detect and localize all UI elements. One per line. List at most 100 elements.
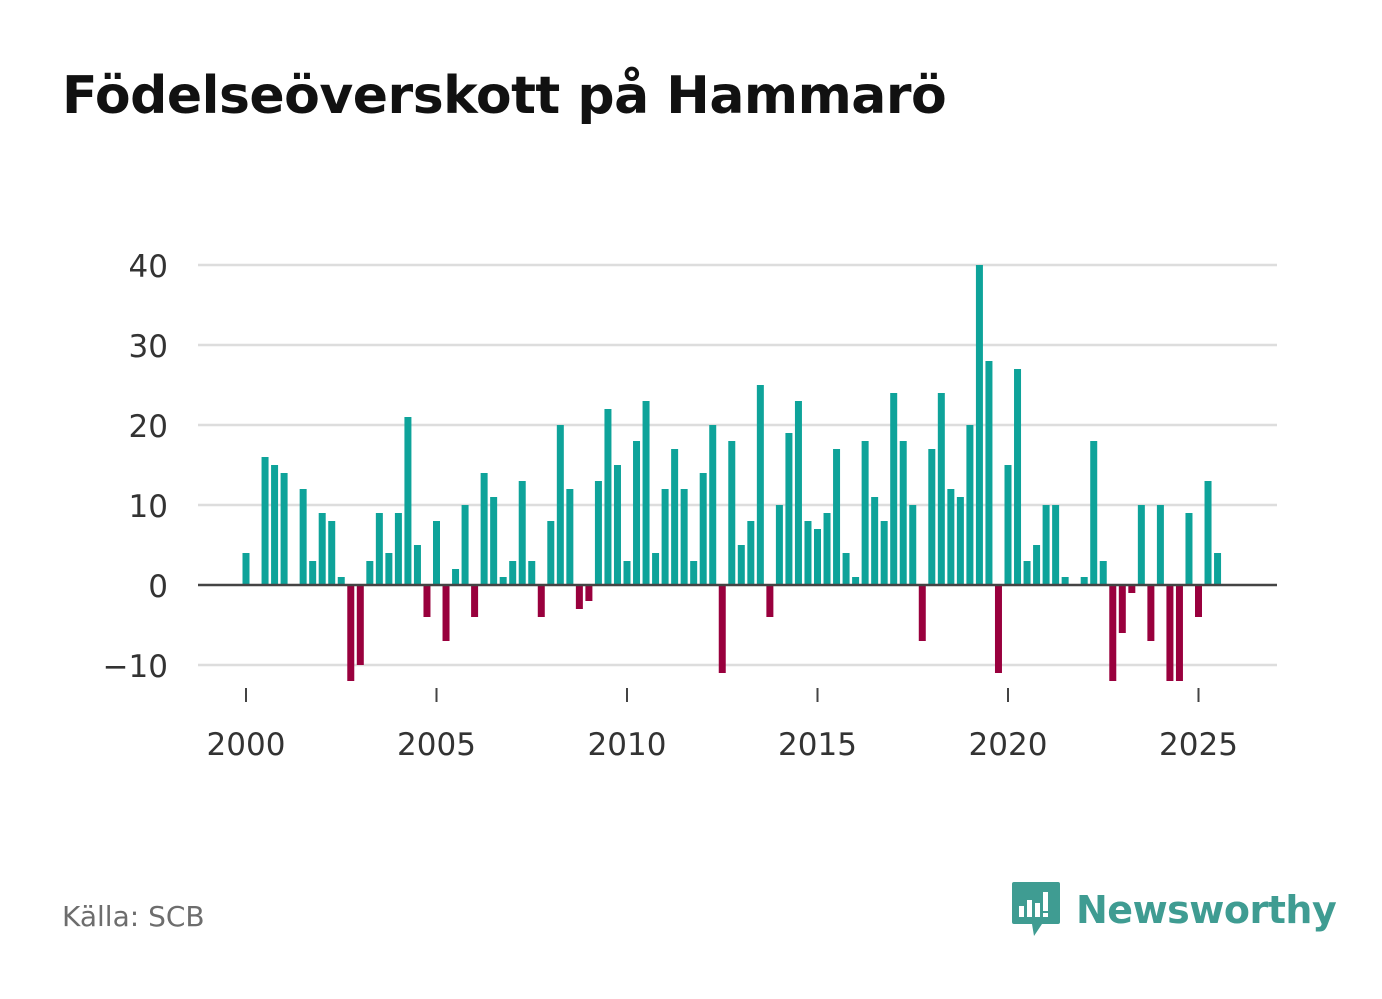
bar: [1185, 513, 1193, 585]
bar: [452, 569, 460, 585]
bar: [442, 585, 450, 641]
bar: [842, 553, 850, 585]
bar: [718, 585, 726, 673]
y-tick-label: 30: [129, 329, 168, 365]
bar: [271, 465, 279, 585]
bar: [366, 561, 374, 585]
bar: [261, 457, 269, 585]
y-axis-ticks: −10 0 10 20 30 40: [103, 249, 168, 685]
x-tick-label: 2010: [588, 727, 667, 763]
bar: [594, 481, 602, 585]
bar: [861, 441, 869, 585]
bar: [994, 585, 1002, 673]
bar: [823, 513, 831, 585]
bar: [833, 449, 841, 585]
bar: [871, 497, 879, 585]
bar: [385, 553, 393, 585]
bar: [652, 553, 660, 585]
bar: [566, 489, 574, 585]
bar: [1014, 369, 1022, 585]
bar: [975, 265, 983, 585]
bar: [413, 545, 421, 585]
bar: [956, 497, 964, 585]
bar: [394, 513, 402, 585]
bar: [880, 521, 888, 585]
bar: [1090, 441, 1098, 585]
y-tick-label: 0: [148, 569, 168, 605]
bar: [471, 585, 479, 617]
bar: [1080, 577, 1088, 585]
bar: [680, 489, 688, 585]
bar: [1204, 481, 1212, 585]
bar: [518, 481, 526, 585]
bar: [1147, 585, 1155, 641]
bar: [547, 521, 555, 585]
y-tick-label: −10: [103, 649, 168, 685]
bar: [433, 521, 440, 585]
bar: [347, 585, 355, 681]
bar: [499, 577, 507, 585]
bar: [766, 585, 774, 617]
bar: [1099, 561, 1107, 585]
bar: [909, 505, 917, 585]
bar: [756, 385, 764, 585]
x-tick-label: 2005: [397, 727, 476, 763]
bar: [785, 433, 793, 585]
bar: [890, 393, 898, 585]
chart-title: Födelseöverskott på Hammarö: [62, 66, 947, 126]
bar: [375, 513, 383, 585]
bar: [709, 425, 717, 585]
bar: [1004, 465, 1012, 585]
bar: [1109, 585, 1117, 681]
bar: [1128, 585, 1136, 593]
bar: [1137, 505, 1145, 585]
bar: [775, 505, 783, 585]
bar: [404, 417, 412, 585]
bar: [623, 561, 631, 585]
source-label: Källa: SCB: [62, 900, 205, 933]
bar: [299, 489, 307, 585]
bar: [309, 561, 317, 585]
bar: [642, 401, 650, 585]
bar: [575, 585, 583, 609]
bar: [947, 489, 955, 585]
x-tick-label: 2015: [778, 727, 857, 763]
bar: [661, 489, 669, 585]
bar: [528, 561, 536, 585]
bar: [318, 513, 326, 585]
brand-logo[interactable]: Newsworthy: [1010, 880, 1337, 940]
bar: [852, 577, 860, 585]
bar: [356, 585, 364, 665]
bars: [242, 265, 1222, 681]
bar: [242, 553, 250, 585]
bar: [918, 585, 926, 641]
bar: [480, 473, 488, 585]
bar: [699, 473, 707, 585]
bar: [1023, 561, 1031, 585]
bar: [1042, 505, 1050, 585]
bar: [461, 505, 469, 585]
bar: [985, 361, 993, 585]
bar: [966, 425, 974, 585]
gridlines: [198, 263, 1277, 667]
bar: [1033, 545, 1041, 585]
bar: [747, 521, 755, 585]
x-axis-ticks: 2000 2005 2010 2015 2020 2025: [207, 688, 1238, 763]
bar: [556, 425, 564, 585]
bar: [1156, 505, 1164, 585]
bar: [509, 561, 517, 585]
y-tick-label: 40: [129, 249, 168, 285]
x-tick-label: 2020: [969, 727, 1048, 763]
bar: [1195, 585, 1202, 617]
bar: [804, 521, 812, 585]
bar: [1061, 577, 1069, 585]
bar: [633, 441, 641, 585]
bar: [537, 585, 545, 617]
bar: [604, 409, 612, 585]
bar: [280, 473, 288, 585]
bar: [337, 577, 345, 585]
bar: [814, 529, 821, 585]
bar: [1118, 585, 1126, 633]
bar: [328, 521, 336, 585]
bar: [613, 465, 621, 585]
